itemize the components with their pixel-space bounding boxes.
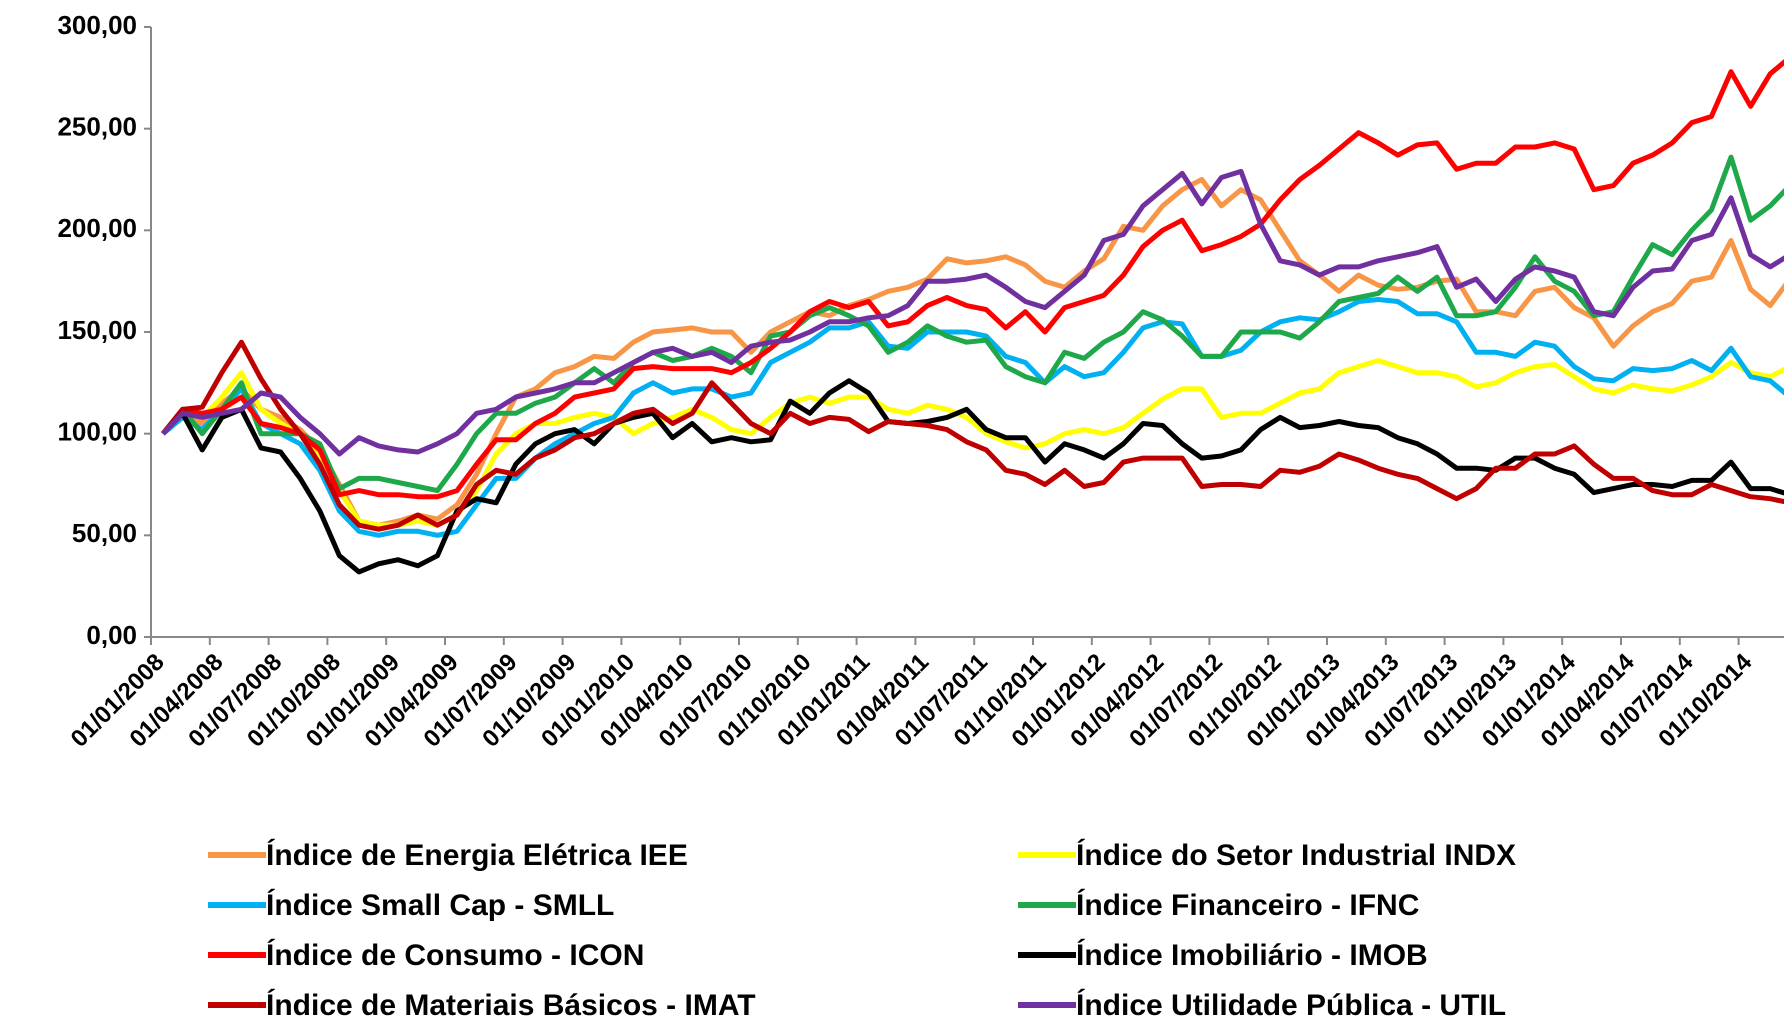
series-line xyxy=(161,177,1784,528)
series-line xyxy=(161,378,1784,575)
y-tick-label: 300,00 xyxy=(57,10,137,40)
legend-label: Índice Utilidade Pública - UTIL xyxy=(1076,988,1506,1022)
y-tick-label: 200,00 xyxy=(57,213,137,243)
series-line xyxy=(161,297,1784,538)
legend-label: Índice Imobiliário - IMOB xyxy=(1076,938,1428,972)
series-line xyxy=(161,59,1784,500)
y-tick-label: 100,00 xyxy=(57,417,137,447)
legend-label: Índice Financeiro - IFNC xyxy=(1076,888,1419,922)
series-line xyxy=(161,154,1784,494)
y-tick-label: 250,00 xyxy=(57,112,137,142)
y-tick-label: 0,00 xyxy=(86,620,137,650)
legend-label: Índice do Setor Industrial INDX xyxy=(1076,838,1516,872)
series-line xyxy=(161,168,1784,457)
y-tick-label: 150,00 xyxy=(57,315,137,345)
series-line xyxy=(161,339,1784,532)
legend-label: Índice de Energia Elétrica IEE xyxy=(266,838,688,872)
legend-label: Índice Small Cap - SMLL xyxy=(266,888,614,922)
legend-label: Índice de Consumo - ICON xyxy=(266,938,644,972)
y-tick-label: 50,00 xyxy=(72,518,137,548)
legend-label: Índice de Materiais Básicos - IMAT xyxy=(266,988,756,1022)
